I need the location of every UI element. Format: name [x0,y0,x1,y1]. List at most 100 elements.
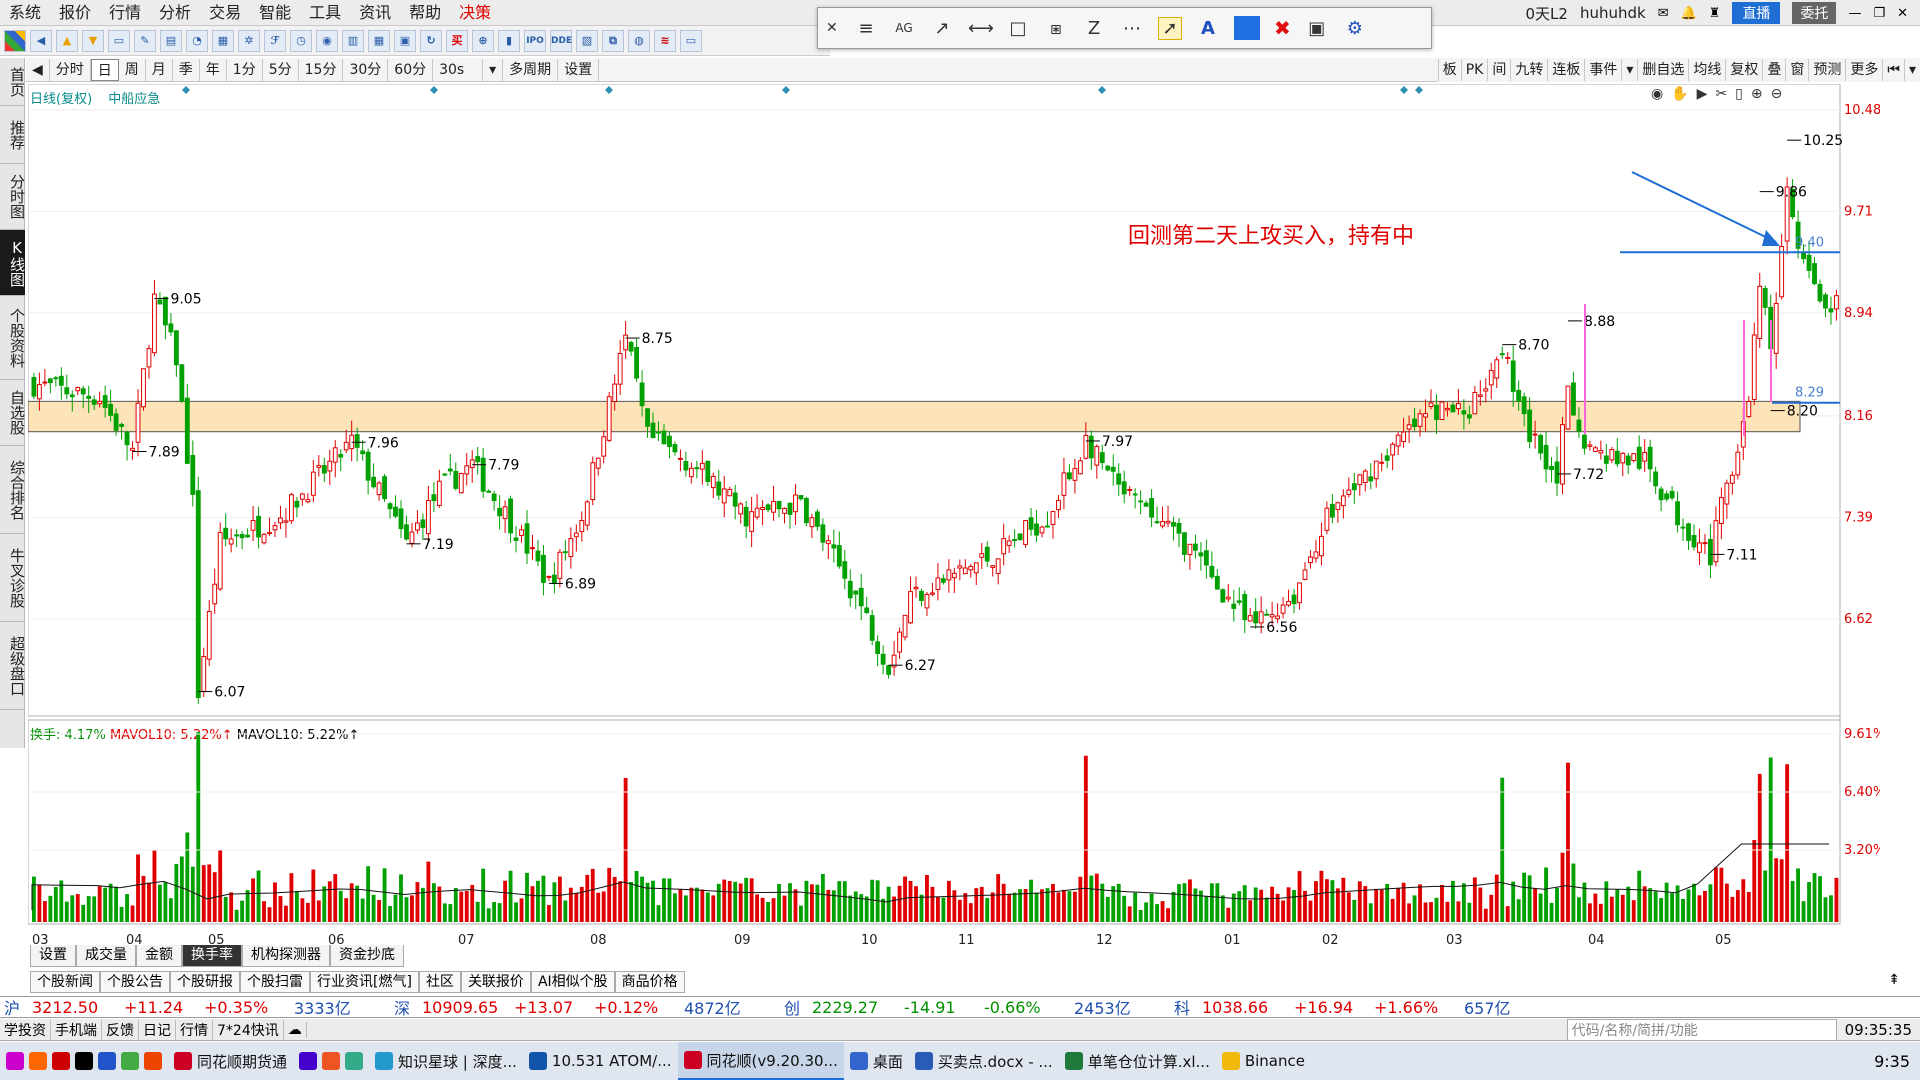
rb-item[interactable]: 九转 [1510,59,1547,81]
menu-item-analysis[interactable]: 分析 [159,2,192,22]
period-tab[interactable]: 多周期 [503,58,559,81]
taskbar-browser[interactable]: 知识星球 | 深度... [369,1042,523,1080]
scissors-icon[interactable]: ✂ [1715,86,1728,102]
close-icon[interactable]: ✕ [1897,5,1908,21]
rb-item[interactable]: 复权 [1725,59,1762,81]
flag-icon[interactable]: ≋ [654,29,676,52]
delegate-button[interactable]: 委托 [1792,2,1837,24]
period-tab[interactable]: 季 [173,58,200,81]
draw-text-icon[interactable]: A [1201,17,1215,39]
calc-icon[interactable]: ▧ [576,29,598,52]
refresh-icon[interactable]: ↻ [420,29,442,52]
up-icon[interactable]: ▲ [56,29,78,52]
doc-icon[interactable]: ▤ [160,29,182,52]
zoom-out-icon[interactable]: ⊖ [1770,86,1783,102]
draw-save-icon[interactable]: ▣ [1308,17,1326,39]
period-tab[interactable]: 年 [200,58,227,81]
rb-item[interactable]: 删自选 [1637,59,1688,81]
draw-more-icon[interactable]: ⋯ [1123,17,1141,39]
chart-icon[interactable]: ◔ [186,29,208,52]
play-icon[interactable]: ▶ [1696,86,1708,102]
rb-item[interactable]: 连板 [1547,59,1584,81]
dde-icon[interactable]: DDE [550,29,572,52]
period-tab[interactable]: 30分 [343,58,389,81]
leftnav-watchlist[interactable]: 自选股 [0,380,26,446]
rb-item[interactable]: 均线 [1688,59,1725,81]
book-icon[interactable]: ▮ [498,29,520,52]
pen-icon[interactable]: ✎ [134,29,156,52]
menu-item-help[interactable]: 帮助 [409,2,442,22]
draw-settings-icon[interactable]: ≡ [858,17,874,39]
status-item[interactable]: 学投资 [0,1019,51,1040]
rb-chevron-icon[interactable]: ▾ [1621,59,1637,81]
monitor-icon[interactable]: ▭ [680,29,702,52]
hand-icon[interactable]: ✋ [1671,86,1689,102]
taskbar-misc-icons[interactable] [293,1042,369,1080]
menu-item-trade[interactable]: 交易 [209,2,242,22]
apps-icon[interactable] [4,29,26,52]
leftnav-diagnosis[interactable]: 牛叉诊股 [0,534,26,622]
info-tab[interactable]: 个股新闻 [30,971,100,993]
draw-delete-icon[interactable]: ✖ [1274,16,1291,40]
draw-line-icon[interactable]: ↗ [934,17,950,39]
rb-item[interactable]: 窗 [1785,59,1808,81]
indicator-tab[interactable]: 设置 [30,945,76,967]
circle-icon[interactable]: ◉ [316,29,338,52]
status-item[interactable]: 行情 [176,1019,213,1040]
period-tab[interactable]: 周 [119,58,146,81]
rb-item[interactable]: 更多 [1845,59,1882,81]
draw-color-picker[interactable] [1234,16,1260,40]
draw-ag-icon[interactable]: AG [895,21,913,35]
period-tab[interactable]: 月 [146,58,173,81]
taskbar-app-icon[interactable] [0,1042,168,1080]
f10-icon[interactable]: ℱ [264,29,286,52]
target-icon[interactable]: ⊕ [472,29,494,52]
rb-item[interactable]: 预测 [1808,59,1845,81]
period-dropdown-chevron-icon[interactable]: ▾ [483,58,504,81]
kline-chart[interactable]: 10.48 9.71 8.94 8.16 7.39 6.62 9.61% 6.40% 3.20%… [28,84,1880,954]
info-tab[interactable]: 个股扫雷 [240,971,310,993]
menu-item-smart[interactable]: 智能 [259,2,292,22]
info-tab[interactable]: 个股研报 [170,971,240,993]
draw-pointer-icon[interactable]: ➚ [1158,16,1182,40]
taskbar-binance[interactable]: Binance [1216,1042,1311,1080]
taskbar-ths[interactable]: 同花顺(v9.20.30... [677,1042,844,1080]
rb-item[interactable]: 事件 [1584,59,1621,81]
leftnav-ranking[interactable]: 综合排名 [0,446,26,534]
draw-channel-icon[interactable]: ⧆ [1050,17,1062,39]
folder-icon[interactable]: ▭ [108,29,130,52]
period-tab[interactable]: 分时 [50,58,91,81]
indicator-tab[interactable]: 成交量 [76,945,136,967]
taskbar-word[interactable]: 买卖点.docx - ... [909,1042,1059,1080]
rb-item[interactable]: 板 [1437,59,1461,81]
leftnav-timeshare[interactable]: 分时图 [0,164,26,230]
taskbar-futures[interactable]: 同花顺期货通 [168,1042,293,1080]
leftnav-kline[interactable]: K线图 [0,230,26,296]
info-tab[interactable]: 行业资讯[燃气] [310,971,419,993]
rb-item[interactable]: 叠 [1762,59,1785,81]
cloud-icon[interactable]: ☁ [284,1021,307,1038]
info-tab[interactable]: AI相似个股 [530,971,615,993]
period-back-icon[interactable]: ◀ [26,58,50,81]
period-tab[interactable]: 设置 [558,58,600,81]
bars-icon[interactable]: ▥ [342,29,364,52]
taskbar-atom[interactable]: 10.531 ATOM/... [523,1042,678,1080]
minimize-icon[interactable]: — [1848,5,1862,21]
down-icon[interactable]: ▼ [82,29,104,52]
leftnav-recommend[interactable]: 推荐 [0,106,26,164]
taskbar-excel[interactable]: 单笔仓位计算.xl... [1059,1042,1216,1080]
draw-gear-icon[interactable]: ⚙ [1346,17,1363,39]
notification-icon[interactable]: 🔔 [1680,5,1697,21]
expand-icon[interactable]: ⇞ [1888,972,1900,988]
period-tab[interactable]: 15分 [299,58,344,81]
indicator-tab[interactable]: 金额 [136,945,182,967]
rb-chevron-icon[interactable]: ▾ [1903,59,1920,81]
draw-zigzag-icon[interactable]: Z [1087,17,1101,39]
period-dropdown[interactable]: 30s [433,58,484,81]
leftnav-superpanel[interactable]: 超级盘口 [0,622,26,710]
indicator-tab[interactable]: 资金抄底 [330,945,404,967]
menu-item-quote[interactable]: 报价 [59,2,92,22]
info-tab[interactable]: 关联报价 [460,971,531,993]
status-item[interactable]: 7*24快讯 [213,1019,284,1040]
indicator-tab[interactable]: 机构探测器 [242,945,330,967]
